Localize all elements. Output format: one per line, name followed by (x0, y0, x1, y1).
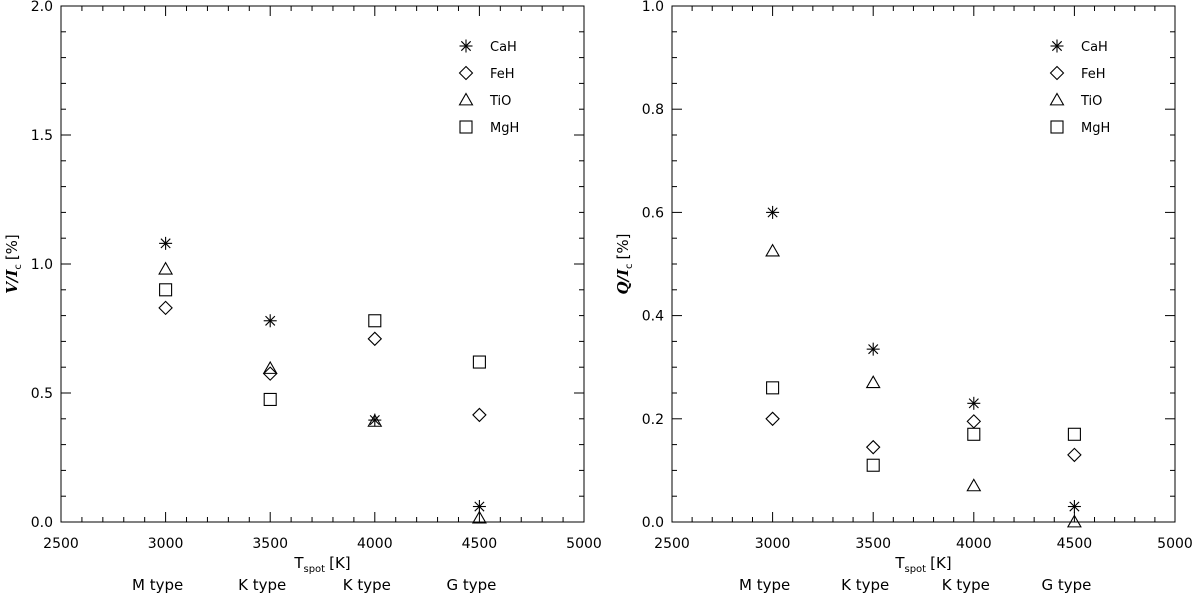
data-point-mgh (472, 355, 486, 369)
data-point-feh (262, 366, 278, 381)
data-point-feh (865, 439, 881, 455)
spectral-type-label: K type (238, 576, 286, 594)
data-point-mgh (766, 381, 780, 395)
series-mgh (159, 283, 486, 407)
legend-marker-tio (458, 92, 474, 106)
legend-label-tio: TiO (1080, 94, 1102, 109)
spectral-type-label: G type (446, 576, 496, 594)
legend-marker-cah (1050, 39, 1064, 53)
data-point-cah (766, 205, 780, 219)
data-point-mgh (866, 458, 880, 472)
spectral-type-label: K type (841, 576, 889, 594)
legend-marker-mgh (459, 120, 473, 134)
x-tick-label: 3500 (252, 536, 288, 552)
data-point-feh (1067, 447, 1082, 463)
data-point-tio (966, 478, 982, 492)
data-point-cah (967, 396, 981, 410)
data-point-cah (866, 342, 880, 356)
legend-label-cah: CaH (490, 40, 517, 55)
data-point-tio (158, 261, 174, 275)
series-feh (158, 300, 487, 423)
x-tick-label: 3000 (755, 536, 791, 552)
series-cah (766, 205, 1081, 514)
x-tick-label: 4500 (1057, 536, 1093, 552)
legend-marker-cah (459, 39, 473, 53)
data-point-feh (765, 411, 780, 427)
y-tick-label: 0.2 (642, 412, 664, 428)
legend-marker-mgh (1050, 120, 1064, 134)
data-point-cah (368, 413, 382, 427)
legend-label-mgh: MgH (490, 121, 519, 136)
y-tick-label: 0.4 (642, 309, 664, 325)
data-point-mgh (1067, 427, 1081, 441)
data-point-feh (158, 300, 173, 316)
series-cah (159, 236, 486, 514)
data-point-feh (367, 331, 383, 347)
y-tick-label: 0.0 (642, 515, 664, 531)
panel-left: 2500 3000 3500 4000 4500 5000 0.0 0.5 1.0 1.5 2.0 T… (3, 0, 602, 594)
legend-marker-feh (1049, 65, 1065, 81)
series-tio (765, 243, 1082, 528)
x-tick-label: 3500 (855, 536, 891, 552)
x-tick-label: 4000 (357, 536, 393, 552)
spectral-type-label: K type (343, 576, 391, 594)
data-point-cah (472, 500, 486, 514)
legend-marker-tio (1049, 92, 1065, 106)
y-tick-label: 1.0 (642, 0, 664, 15)
y-tick-label: 0.8 (642, 102, 664, 118)
data-point-tio (865, 375, 881, 389)
legend-label-feh: FeH (490, 67, 515, 82)
panel-right: 2500 3000 3500 4000 4500 5000 0.0 0.2 0.4 0.6 0.8 1… (614, 0, 1193, 594)
y-tick-label: 0.0 (31, 515, 53, 531)
spectral-type-label: M type (132, 576, 183, 594)
data-point-cah (263, 314, 277, 328)
data-point-cah (1067, 500, 1081, 514)
legend-label-feh: FeH (1081, 67, 1106, 82)
legend-marker-feh (458, 65, 474, 81)
legend: CaH FeH TiO MgH (1049, 39, 1110, 136)
data-point-tio (765, 243, 781, 257)
data-point-feh (472, 407, 487, 423)
plot-frame (671, 5, 1176, 523)
x-tick-label: 5000 (1157, 536, 1193, 552)
y-axis-label: Q/Ic[%] (614, 233, 635, 294)
data-point-tio (367, 413, 383, 427)
x-tick-label: 2500 (654, 536, 690, 552)
data-point-mgh (159, 283, 173, 297)
y-tick-label: 1.0 (31, 257, 53, 273)
data-point-feh (966, 414, 982, 429)
data-point-tio (471, 510, 487, 524)
series-feh (765, 411, 1082, 463)
plot-frame (60, 5, 585, 523)
data-point-mgh (368, 314, 382, 328)
legend-label-mgh: MgH (1081, 121, 1110, 136)
spectral-type-label: M type (739, 576, 790, 594)
spectral-type-label: K type (942, 576, 990, 594)
legend-label-tio: TiO (489, 94, 511, 109)
data-point-mgh (967, 427, 981, 441)
y-tick-label: 0.5 (31, 386, 53, 402)
x-tick-label: 2500 (43, 536, 79, 552)
spectral-type-label: G type (1041, 576, 1091, 594)
data-point-tio (262, 360, 278, 374)
y-axis-label: V/Ic[%] (3, 234, 24, 294)
x-tick-label: 4000 (956, 536, 992, 552)
y-tick-label: 1.5 (31, 128, 53, 144)
y-tick-label: 2.0 (31, 0, 53, 15)
data-point-tio (1066, 514, 1082, 528)
y-tick-label: 0.6 (642, 205, 664, 221)
x-tick-label: 5000 (566, 536, 602, 552)
data-point-cah (159, 236, 173, 250)
legend-label-cah: CaH (1081, 40, 1108, 55)
x-tick-label: 4500 (462, 536, 498, 552)
series-mgh (766, 381, 1081, 472)
series-tio (158, 261, 487, 524)
legend: CaH FeH TiO MgH (458, 39, 519, 136)
x-tick-label: 3000 (148, 536, 184, 552)
x-axis-label: Tspot [K] (894, 554, 951, 575)
x-axis-label: Tspot [K] (293, 554, 350, 575)
data-point-mgh (263, 392, 277, 407)
